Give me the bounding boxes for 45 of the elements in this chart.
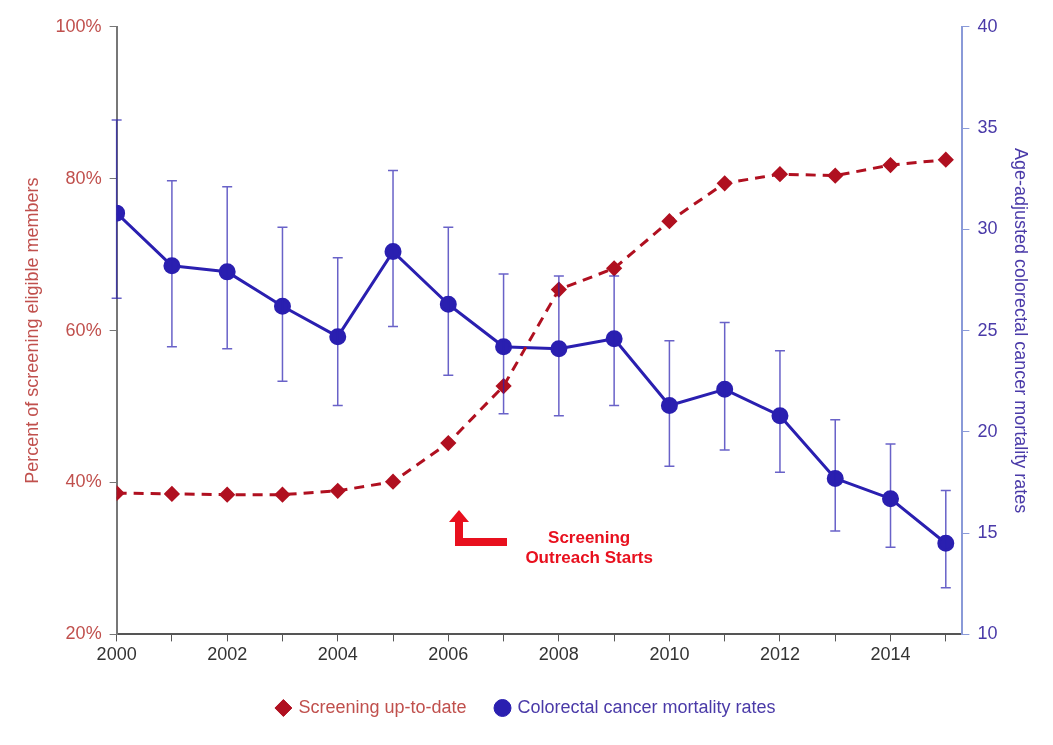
x-tick-label: 2004 bbox=[317, 644, 358, 665]
point bbox=[273, 297, 291, 315]
point bbox=[440, 435, 456, 451]
point bbox=[164, 486, 180, 502]
x-tick-label: 2006 bbox=[428, 644, 469, 665]
point bbox=[330, 483, 346, 499]
y-tick-label: 100% bbox=[55, 15, 102, 36]
point bbox=[827, 168, 843, 184]
point bbox=[606, 260, 622, 276]
point bbox=[716, 380, 734, 398]
point bbox=[883, 157, 899, 173]
y2-tick-label: 10 bbox=[977, 623, 998, 644]
point bbox=[274, 487, 290, 503]
y-tick-label: 20% bbox=[65, 623, 102, 644]
legend-label: Screening up-to-date bbox=[298, 696, 467, 717]
y2-tick-label: 35 bbox=[977, 117, 998, 138]
y2-axis-title: Age-adjusted colorectal cancer mortality rates bbox=[1011, 148, 1032, 514]
y-tick-label: 60% bbox=[65, 319, 102, 340]
x-tick-label: 2010 bbox=[649, 644, 690, 665]
point bbox=[219, 487, 235, 503]
y2-tick-label: 15 bbox=[977, 522, 998, 543]
y-axis-title: Percent of screening eligible members bbox=[21, 177, 42, 484]
point bbox=[772, 166, 788, 182]
y2-tick-label: 25 bbox=[977, 319, 998, 340]
x-tick-label: 2012 bbox=[759, 644, 800, 665]
point bbox=[329, 328, 347, 346]
annotation: Screening Outreach Starts bbox=[524, 527, 654, 568]
y2-tick-label: 40 bbox=[977, 15, 998, 36]
point bbox=[882, 490, 900, 508]
point bbox=[660, 397, 678, 415]
point bbox=[495, 338, 513, 356]
point bbox=[439, 295, 457, 313]
x-tick-label: 2000 bbox=[96, 644, 137, 665]
x-tick-label: 2002 bbox=[207, 644, 248, 665]
y2-tick-label: 30 bbox=[977, 218, 998, 239]
point bbox=[717, 175, 733, 191]
point bbox=[385, 474, 401, 490]
x-tick-label: 2008 bbox=[538, 644, 579, 665]
y-tick-label: 40% bbox=[65, 471, 102, 492]
y-tick-label: 80% bbox=[65, 167, 102, 188]
point bbox=[938, 152, 954, 168]
point bbox=[661, 213, 677, 229]
y2-tick-label: 20 bbox=[977, 420, 998, 441]
legend-label: Colorectal cancer mortality rates bbox=[517, 696, 776, 717]
x-tick-label: 2014 bbox=[870, 644, 911, 665]
